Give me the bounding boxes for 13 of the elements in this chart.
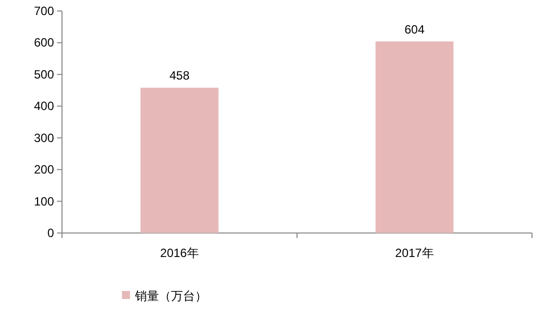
y-tick-label: 100 [34, 194, 54, 208]
data-label: 604 [404, 22, 425, 36]
y-tick-label: 0 [47, 226, 54, 240]
x-tick-label: 2017年 [395, 246, 434, 260]
y-tick-label: 500 [34, 67, 54, 82]
x-tick-label: 2016年 [160, 246, 199, 260]
legend-label: 销量（万台） [134, 289, 207, 303]
y-tick-label: 700 [34, 4, 54, 18]
y-tick-label: 600 [34, 36, 54, 50]
data-label: 458 [169, 68, 190, 83]
y-tick-label: 200 [34, 162, 54, 177]
y-tick-label: 400 [34, 99, 54, 114]
y-tick-label: 300 [34, 130, 54, 145]
